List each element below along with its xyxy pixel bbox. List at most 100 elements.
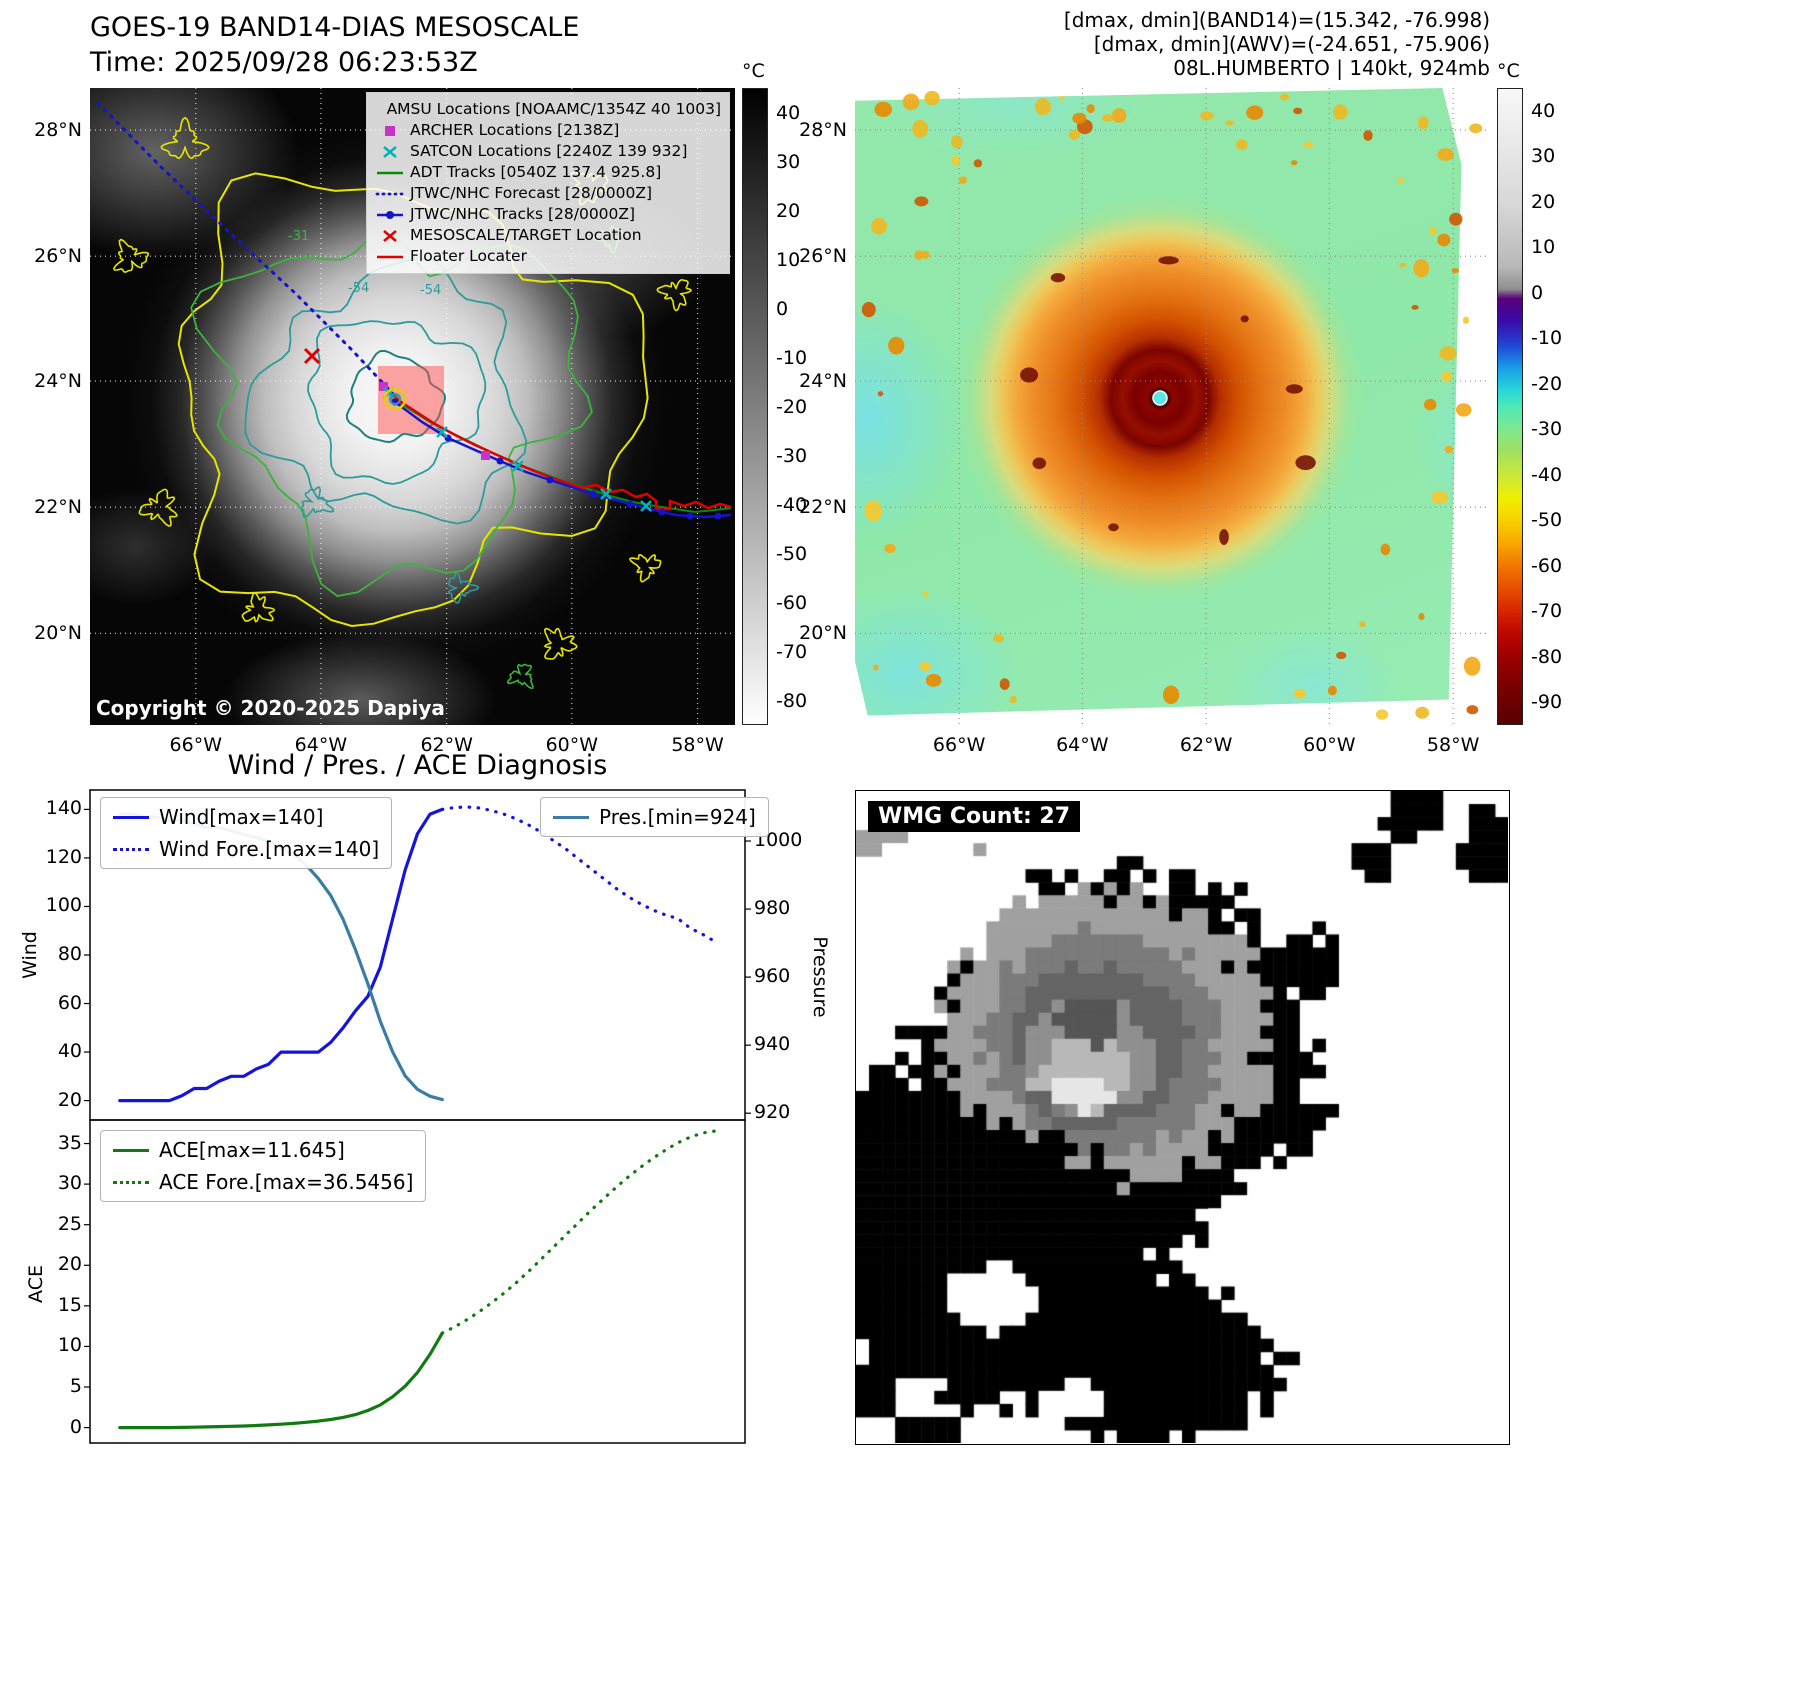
line-dot-legend-marker-icon [377,210,403,219]
series-ACE[max=11.645] [118,1331,444,1430]
legend-swatch [113,1180,149,1184]
legend-item: AMSU Locations [NOAAMC/1354Z 40 1003] [375,100,721,119]
legend-item: Wind Fore.[max=140] [113,837,379,861]
legend-item: Floater Locater [375,247,721,266]
cloud-speckle [1418,613,1425,621]
band14-colorbar-tick: 40 [776,101,801,124]
temp-contour-small [138,488,178,527]
band14-lat-tick: 28°N [34,119,82,142]
cloud-speckle [1112,108,1127,123]
cloud-speckle [1431,491,1449,504]
cloud-speckle [864,500,883,522]
cloud-speckle [1359,621,1366,628]
temp-contour [307,320,487,485]
cloud-speckle [1375,709,1389,720]
awv-colorbar-tick: -50 [1531,509,1563,532]
cloud-speckle [1086,104,1095,114]
band14-lat-tick: 22°N [34,496,82,519]
dark-blotch [1240,315,1249,323]
awv-colorbar-tick: -70 [1531,600,1563,623]
awv-lat-tick: 26°N [799,245,847,268]
jtwc-track-point [626,500,634,508]
contour-label: -54 [348,281,369,296]
cloud-speckle [912,119,929,138]
band14-lon-tick: 60°W [545,734,599,756]
cloud-speckle [1444,445,1454,454]
cloud-speckle [1009,695,1017,704]
band14-colorbar-tick: -10 [776,346,808,369]
awv-header-line: [dmax, dmin](AWV)=(-24.651, -75.906) [1093,32,1490,56]
legend-item: MESOSCALE/TARGET Location [375,226,721,245]
cloud-speckle [1415,706,1430,719]
dark-blotch [1108,523,1119,532]
amsu-marker [481,451,490,460]
cloud-speckle [1411,305,1419,310]
cloud-speckle [1455,403,1472,417]
cloud-speckle [1034,98,1052,116]
cloud-speckle [1417,116,1429,130]
x-legend-marker-icon [383,229,397,242]
cloud-speckle [1303,141,1314,148]
awv-lat-tick: 24°N [799,370,847,393]
cloud-speckle [873,664,879,671]
temp-contour-small [543,627,578,660]
awv-header: [dmax, dmin](BAND14)=(15.342, -76.998) [d… [900,8,1490,80]
cloud-speckle [1451,268,1460,274]
satcon-marker [640,500,652,512]
awv-header-line: [dmax, dmin](BAND14)=(15.342, -76.998) [1063,8,1490,32]
temp-contour [345,349,447,444]
marker-glyph [385,125,395,136]
cloud-speckle [1336,651,1347,660]
marker-glyph-dot [386,210,394,219]
awv-colorbar-tick: -60 [1531,554,1563,577]
band14-colorbar-tick: 0 [776,297,789,320]
cloud-speckle [1469,123,1483,134]
legend-label: Floater Locater [410,247,527,265]
ace-ytick: 0 [69,1415,82,1438]
cloud-speckle [999,678,1010,690]
cloud-speckle [1246,105,1264,120]
ace-ytick: 15 [57,1293,82,1316]
awv-lon-tick: 66°W [932,734,986,756]
band14-colorbar-tick: -70 [776,640,808,663]
legend-label: ACE Fore.[max=36.5456] [159,1170,414,1194]
series-ACE Fore.[max=36.5456] [440,1129,717,1335]
legend-item: Wind[max=140] [113,805,379,829]
ace-legend: ACE[max=11.645] ACE Fore.[max=36.5456] [100,1130,427,1202]
dark-blotch [1285,384,1303,394]
cloud-speckle [1441,371,1453,382]
storm-eye [1152,390,1168,406]
awv-colorbar-tick: 10 [1531,236,1556,259]
band14-title: GOES-19 BAND14-DIAS MESOSCALE [90,12,580,43]
cloud-speckle [1162,685,1180,705]
dotted-legend-marker-icon [375,192,405,195]
legend-label: Wind[max=140] [159,805,324,829]
wind-ytick: 40 [57,1040,82,1063]
cloud-speckle [1397,176,1405,183]
awv-colorbar-tick: -10 [1531,327,1563,350]
legend-label: ADT Tracks [0540Z 137.4 925.8] [410,163,662,181]
band14-lat-tick: 26°N [34,245,82,268]
wmg-plot: WMG Count: 27 [855,790,1510,1445]
dark-blotch [1050,273,1066,283]
adt-track [394,399,732,514]
legend-label: ACE[max=11.645] [159,1138,345,1162]
series-Wind Fore.[max=140] [440,805,717,944]
pressure-ytick: 940 [754,1033,791,1056]
copyright-watermark: Copyright © 2020-2025 Dapiya [96,696,445,720]
cloud-speckle [1413,259,1430,278]
ace-ytick: 35 [57,1131,82,1154]
ace-ytick: 10 [57,1334,82,1357]
awv-lon-tick: 60°W [1303,734,1356,756]
storm-center-inner-ring [389,393,401,405]
cloud-speckle [924,90,940,106]
jtwc-track-point [589,490,597,498]
cloud-speckle [861,302,876,318]
cloud-speckle [1290,160,1298,166]
band14-lon-tick: 64°W [294,734,348,756]
cloud-speckle [958,176,968,184]
legend-item: ACE[max=11.645] [113,1138,413,1162]
band14-colorbar-tick: -20 [776,395,808,418]
cloud-speckle [1363,130,1373,141]
wind-ytick: 140 [45,797,82,820]
